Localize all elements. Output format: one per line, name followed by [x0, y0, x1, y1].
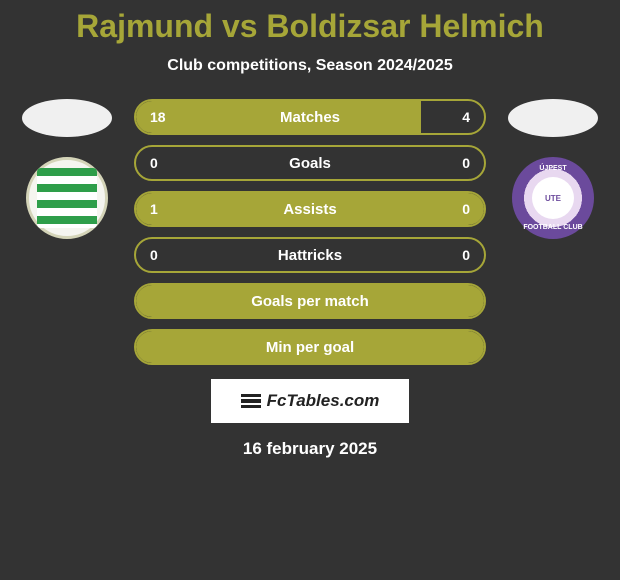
stat-row: 0 Goals 0 [134, 145, 486, 181]
watermark[interactable]: FcTables.com [211, 379, 409, 423]
right-club-crest: ÚJPEST UTE FOOTBALL CLUB [512, 157, 594, 239]
stat-value-left: 0 [150, 155, 158, 171]
stat-row: Min per goal [134, 329, 486, 365]
bar-chart-icon [241, 394, 261, 408]
stat-label: Goals [289, 155, 331, 172]
comparison-card: Rajmund vs Boldizsar Helmich Club compet… [0, 0, 620, 459]
stat-value-left: 1 [150, 201, 158, 217]
stat-label: Goals per match [251, 293, 369, 310]
crest-stripes-icon [37, 168, 97, 228]
stat-row: 18 Matches 4 [134, 99, 486, 135]
left-club-crest [26, 157, 108, 239]
subtitle: Club competitions, Season 2024/2025 [0, 57, 620, 75]
stat-value-right: 4 [462, 109, 470, 125]
stats-list: 18 Matches 4 0 Goals 0 1 Assists 0 0 Hattricks 0 Goa… [134, 99, 486, 365]
stat-fill-bar [136, 101, 421, 133]
stat-value-right: 0 [462, 201, 470, 217]
right-player-photo [508, 99, 598, 137]
stat-label: Assists [283, 201, 336, 218]
left-player-photo [22, 99, 112, 137]
crest-text-bottom: FOOTBALL CLUB [512, 224, 594, 231]
stat-label: Min per goal [266, 339, 354, 356]
stat-row: Goals per match [134, 283, 486, 319]
crest-text-top: ÚJPEST [512, 165, 594, 172]
footer-date: 16 february 2025 [0, 439, 620, 459]
right-player-col: ÚJPEST UTE FOOTBALL CLUB [498, 99, 608, 239]
stat-value-left: 18 [150, 109, 166, 125]
watermark-text: FcTables.com [267, 391, 380, 411]
stat-label: Hattricks [278, 247, 342, 264]
page-title: Rajmund vs Boldizsar Helmich [0, 8, 620, 45]
stat-value-right: 0 [462, 247, 470, 263]
main-row: 18 Matches 4 0 Goals 0 1 Assists 0 0 Hattricks 0 Goa… [0, 99, 620, 365]
stat-label: Matches [280, 109, 340, 126]
crest-center-text: UTE [532, 177, 574, 219]
stat-value-left: 0 [150, 247, 158, 263]
stat-value-right: 0 [462, 155, 470, 171]
stat-row: 0 Hattricks 0 [134, 237, 486, 273]
left-player-col [12, 99, 122, 239]
stat-row: 1 Assists 0 [134, 191, 486, 227]
